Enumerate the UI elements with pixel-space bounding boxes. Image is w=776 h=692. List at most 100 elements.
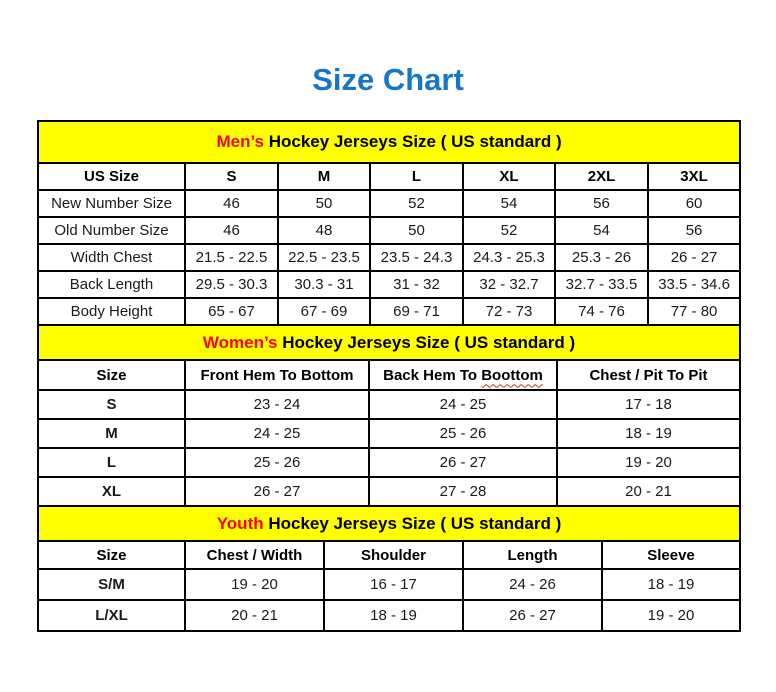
value-cell: 24 - 26	[462, 568, 603, 601]
value-cell: 50	[369, 216, 464, 245]
value-cell: 19 - 20	[601, 599, 741, 632]
table-row: New Number Size 46 50 52 54 56 60	[37, 189, 742, 218]
row-label: M	[37, 418, 186, 449]
value-cell: 24 - 25	[184, 418, 370, 449]
value-cell: 19 - 20	[555, 447, 742, 478]
value-cell: 48	[277, 216, 371, 245]
value-cell: 54	[462, 189, 556, 218]
mens-title-highlight: Men’s	[216, 132, 264, 151]
column-header-misspelled: Back Hem To Boottom	[368, 359, 558, 391]
row-label: XL	[37, 476, 186, 507]
value-cell: 25.3 - 26	[554, 243, 649, 272]
value-cell: 26 - 27	[368, 447, 558, 478]
value-cell: 46	[184, 189, 279, 218]
womens-title-highlight: Women’s	[202, 332, 278, 352]
value-cell: 27 - 28	[368, 476, 558, 507]
row-label: Body Height	[37, 297, 186, 326]
table-row: Width Chest 21.5 - 22.5 22.5 - 23.5 23.5…	[37, 243, 742, 272]
spellcheck-squiggle-word: Boottom	[481, 366, 543, 384]
value-cell: 19 - 20	[184, 568, 325, 601]
value-cell: 50	[277, 189, 371, 218]
row-label: Width Chest	[37, 243, 186, 272]
value-cell: 24.3 - 25.3	[462, 243, 556, 272]
column-header: Length	[462, 540, 603, 570]
value-cell: 22.5 - 23.5	[277, 243, 371, 272]
page-title: Size Chart	[312, 62, 464, 97]
column-header: Chest / Width	[184, 540, 325, 570]
mens-section-title: Men’s Hockey Jerseys Size ( US standard …	[36, 120, 742, 164]
table-row: XL 26 - 27 27 - 28 20 - 21	[37, 476, 742, 507]
youth-title-rest: Hockey Jerseys Size ( US standard )	[263, 513, 562, 533]
youth-size-table: Youth Hockey Jerseys Size ( US standard …	[37, 505, 741, 632]
value-cell: 30.3 - 31	[277, 270, 371, 299]
value-cell: 52	[369, 189, 464, 218]
column-header: Shoulder	[323, 540, 464, 570]
value-cell: 29.5 - 30.3	[184, 270, 279, 299]
row-label: Back Length	[37, 270, 186, 299]
mens-size-table: Men’s Hockey Jerseys Size ( US standard …	[36, 120, 742, 326]
value-cell: 32 - 32.7	[462, 270, 556, 299]
value-cell: 25 - 26	[368, 418, 558, 449]
value-cell: 60	[646, 189, 742, 218]
column-header: 2XL	[554, 162, 649, 191]
value-cell: 74 - 76	[554, 297, 649, 326]
value-cell: 54	[554, 216, 649, 245]
column-header: US Size	[37, 162, 186, 191]
womens-section-title: Women’s Hockey Jerseys Size ( US standar…	[36, 324, 742, 361]
table-row: Old Number Size 46 48 50 52 54 56	[37, 216, 742, 245]
value-cell: 72 - 73	[462, 297, 556, 326]
column-header: Chest / Pit To Pit	[555, 359, 742, 391]
value-cell: 20 - 21	[555, 476, 742, 507]
row-label: S	[37, 389, 186, 420]
value-cell: 56	[554, 189, 649, 218]
table-row: Back Length 29.5 - 30.3 30.3 - 31 31 - 3…	[37, 270, 742, 299]
value-cell: 21.5 - 22.5	[184, 243, 279, 272]
table-row: L 25 - 26 26 - 27 19 - 20	[37, 447, 742, 478]
table-row: Body Height 65 - 67 67 - 69 69 - 71 72 -…	[37, 297, 742, 326]
youth-section-band: Youth Hockey Jerseys Size ( US standard …	[37, 505, 741, 542]
header-text: Back Hem To	[383, 366, 482, 384]
column-header: Size	[37, 359, 186, 391]
value-cell: 23 - 24	[184, 389, 370, 420]
value-cell: 65 - 67	[184, 297, 279, 326]
row-label: L/XL	[37, 599, 186, 632]
column-header: 3XL	[646, 162, 742, 191]
column-header: Size	[37, 540, 186, 570]
row-label: Old Number Size	[37, 216, 186, 245]
value-cell: 77 - 80	[646, 297, 742, 326]
youth-title-highlight: Youth	[216, 513, 264, 533]
value-cell: 16 - 17	[323, 568, 464, 601]
value-cell: 26 - 27	[184, 476, 370, 507]
value-cell: 23.5 - 24.3	[369, 243, 464, 272]
mens-section-band: Men’s Hockey Jerseys Size ( US standard …	[36, 120, 742, 164]
value-cell: 67 - 69	[277, 297, 371, 326]
size-chart-page: Size Chart Men’s Hockey Jerseys Size ( U…	[0, 62, 776, 692]
value-cell: 26 - 27	[646, 243, 742, 272]
column-header: Front Hem To Bottom	[184, 359, 370, 391]
column-header: S	[184, 162, 279, 191]
row-label: New Number Size	[37, 189, 186, 218]
womens-title-rest: Hockey Jerseys Size ( US standard )	[277, 332, 576, 352]
mens-header-row: US Size S M L XL 2XL 3XL	[37, 162, 742, 191]
table-row: S 23 - 24 24 - 25 17 - 18	[37, 389, 742, 420]
value-cell: 31 - 32	[369, 270, 464, 299]
value-cell: 18 - 19	[601, 568, 741, 601]
size-tables-container: Men’s Hockey Jerseys Size ( US standard …	[36, 120, 742, 632]
value-cell: 25 - 26	[184, 447, 370, 478]
value-cell: 33.5 - 34.6	[646, 270, 742, 299]
value-cell: 24 - 25	[368, 389, 558, 420]
column-header: M	[277, 162, 371, 191]
youth-section-title: Youth Hockey Jerseys Size ( US standard …	[37, 505, 741, 542]
value-cell: 32.7 - 33.5	[554, 270, 649, 299]
column-header: Sleeve	[601, 540, 741, 570]
value-cell: 56	[646, 216, 742, 245]
table-row: S/M 19 - 20 16 - 17 24 - 26 18 - 19	[37, 568, 741, 601]
womens-section-band: Women’s Hockey Jerseys Size ( US standar…	[36, 324, 742, 361]
table-row: L/XL 20 - 21 18 - 19 26 - 27 19 - 20	[37, 599, 741, 632]
mens-title-rest: Hockey Jerseys Size ( US standard )	[264, 132, 562, 151]
row-label: S/M	[37, 568, 186, 601]
row-label: L	[37, 447, 186, 478]
value-cell: 17 - 18	[555, 389, 742, 420]
value-cell: 20 - 21	[184, 599, 325, 632]
value-cell: 18 - 19	[555, 418, 742, 449]
